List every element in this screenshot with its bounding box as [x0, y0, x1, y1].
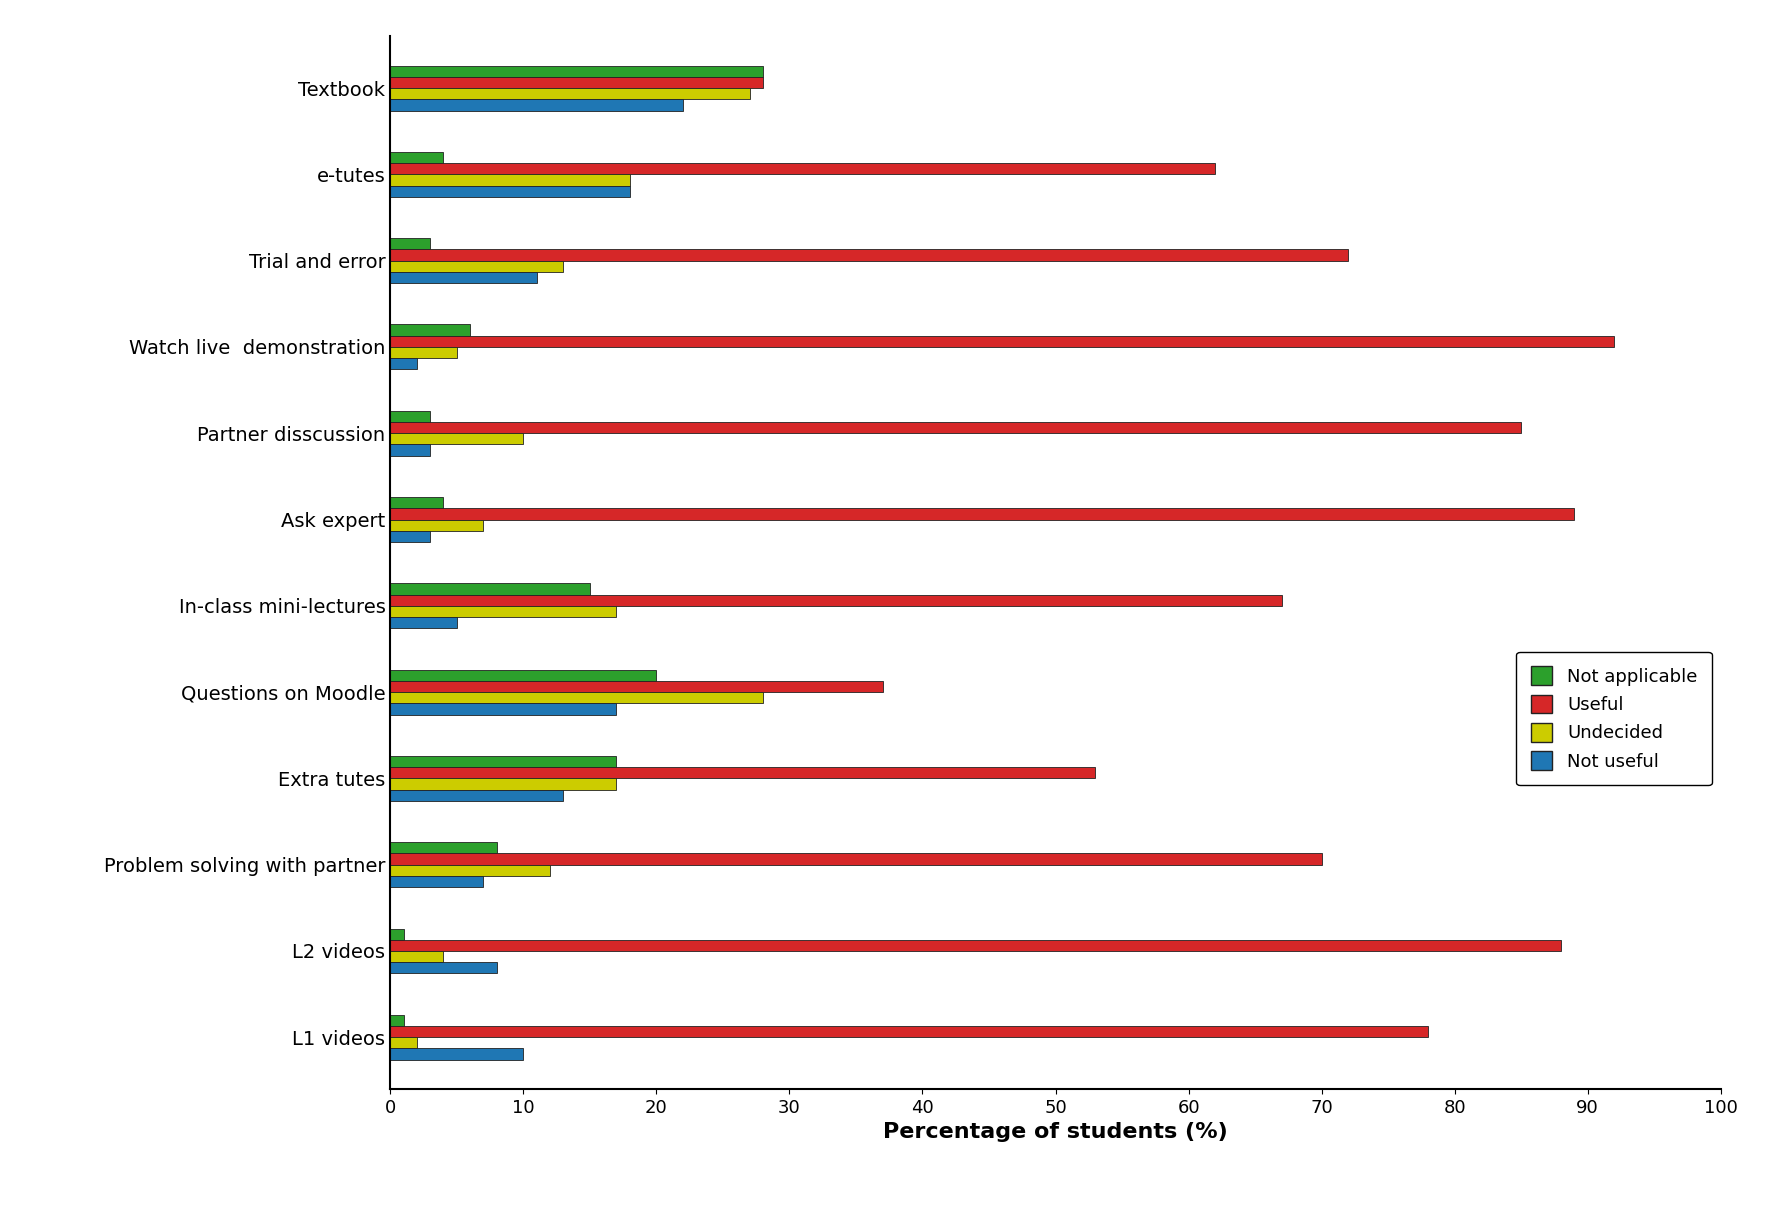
Legend: Not applicable, Useful, Undecided, Not useful: Not applicable, Useful, Undecided, Not u… — [1516, 652, 1711, 785]
Bar — [390, 842, 496, 853]
Bar — [390, 272, 537, 283]
Bar — [390, 152, 443, 163]
Bar — [390, 669, 656, 681]
Bar — [390, 260, 564, 272]
Bar — [390, 433, 523, 444]
Bar — [390, 767, 1094, 778]
Bar — [390, 876, 482, 887]
Bar — [390, 185, 629, 197]
Bar — [390, 238, 429, 249]
Bar — [390, 1026, 1427, 1037]
X-axis label: Percentage of students (%): Percentage of students (%) — [883, 1123, 1227, 1142]
Bar — [390, 531, 429, 542]
Bar — [390, 77, 762, 88]
Bar — [390, 422, 1519, 433]
Bar — [390, 65, 762, 77]
Bar — [390, 497, 443, 508]
Bar — [390, 583, 589, 594]
Bar — [390, 163, 1215, 174]
Bar — [390, 617, 457, 628]
Bar — [390, 594, 1280, 606]
Bar — [390, 853, 1321, 865]
Bar — [390, 1048, 523, 1060]
Bar — [390, 324, 470, 335]
Bar — [390, 99, 683, 110]
Bar — [390, 88, 748, 99]
Bar — [390, 358, 417, 369]
Bar — [390, 790, 564, 801]
Bar — [390, 519, 482, 531]
Bar — [390, 444, 429, 456]
Bar — [390, 928, 404, 940]
Bar — [390, 940, 1560, 951]
Bar — [390, 692, 762, 703]
Bar — [390, 1037, 417, 1048]
Bar — [390, 347, 457, 358]
Bar — [390, 335, 1613, 347]
Bar — [390, 1015, 404, 1026]
Bar — [390, 865, 550, 876]
Bar — [390, 410, 429, 422]
Bar — [390, 703, 617, 715]
Bar — [390, 756, 617, 767]
Bar — [390, 249, 1347, 260]
Bar — [390, 606, 617, 617]
Bar — [390, 681, 883, 692]
Bar — [390, 508, 1574, 519]
Bar — [390, 951, 443, 962]
Bar — [390, 778, 617, 790]
Bar — [390, 174, 629, 185]
Bar — [390, 962, 496, 973]
